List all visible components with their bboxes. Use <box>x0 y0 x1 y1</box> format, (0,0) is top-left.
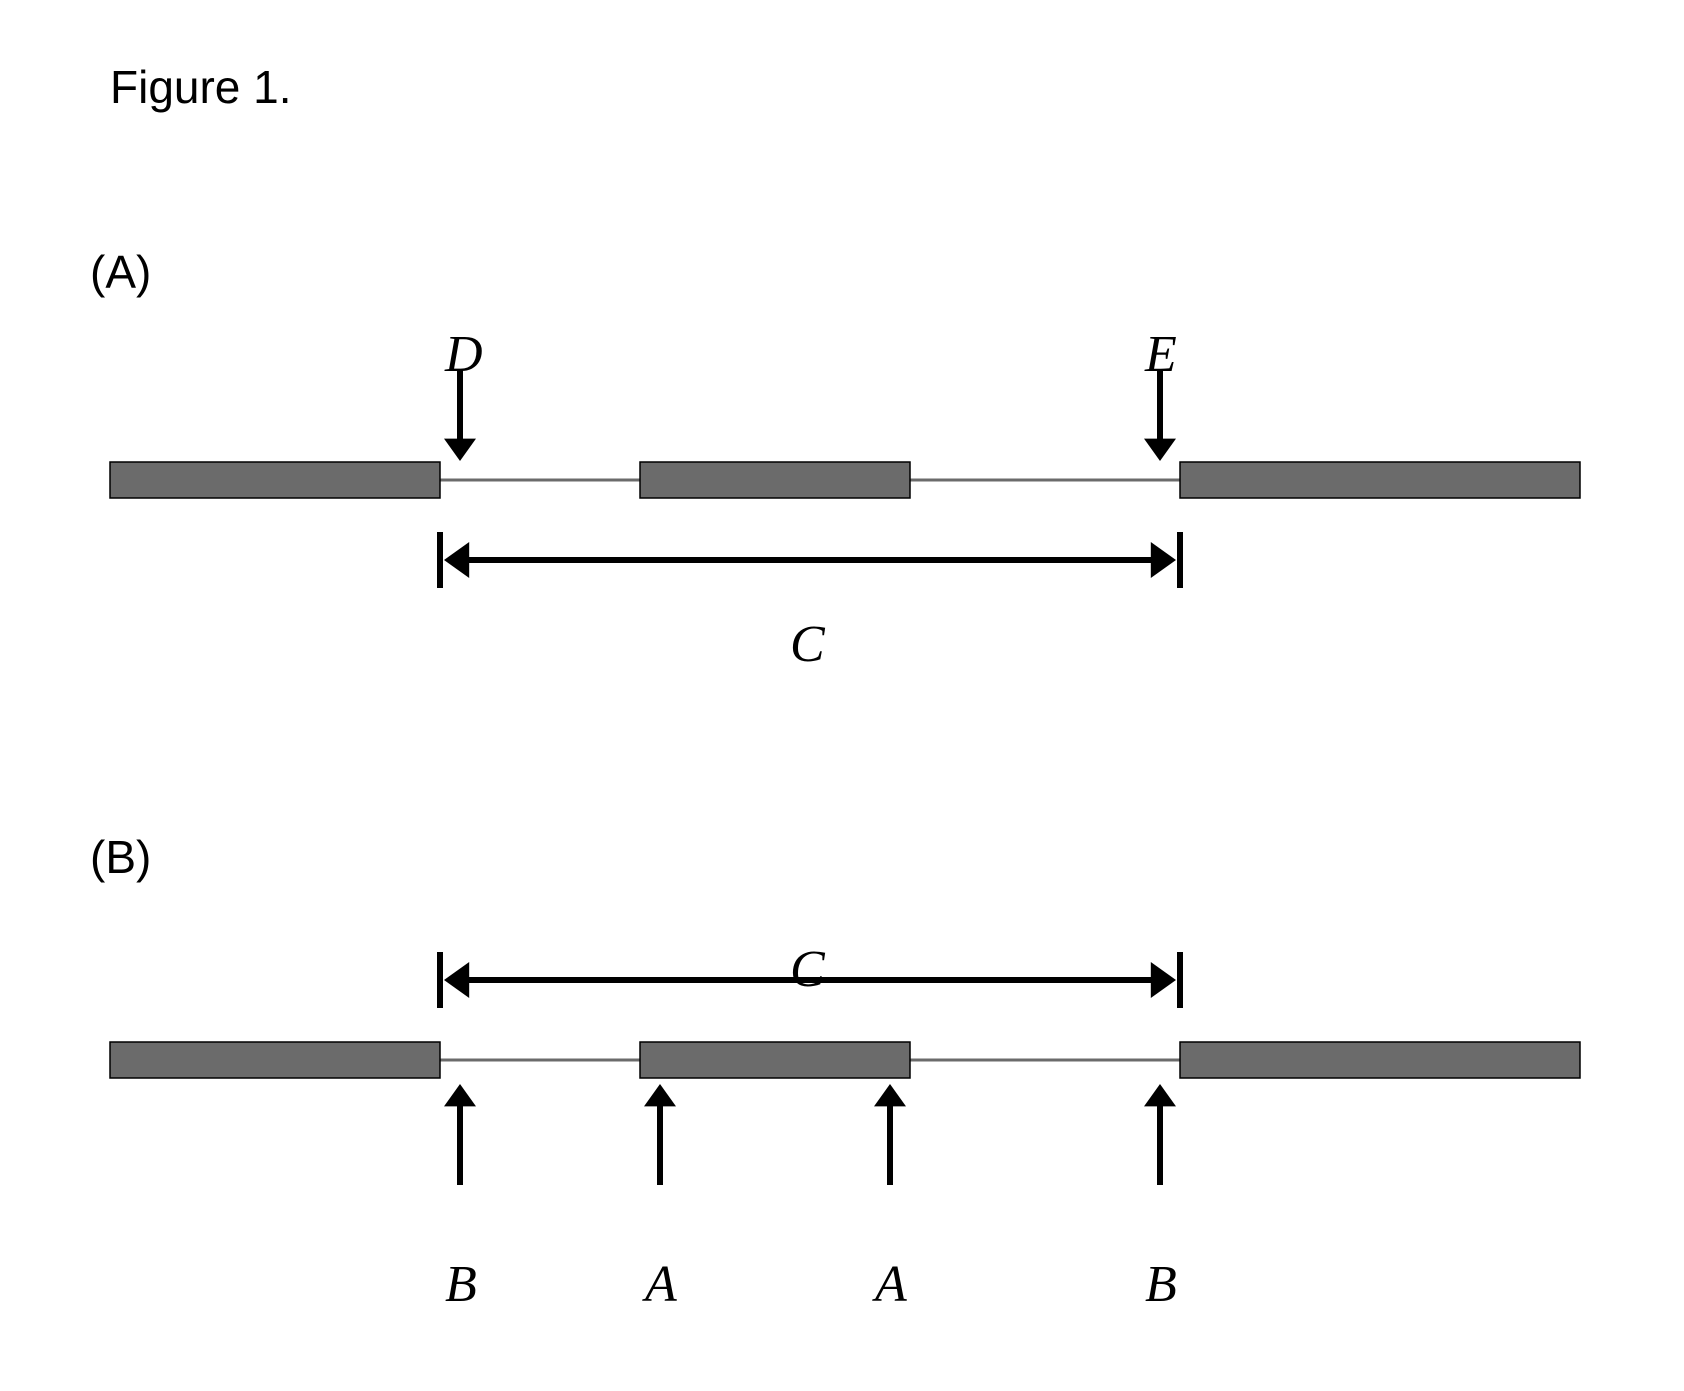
segment-bar <box>1180 462 1580 498</box>
arrowhead-icon <box>1144 1084 1176 1106</box>
arrowhead-icon <box>444 962 469 998</box>
arrowhead-icon <box>444 439 476 461</box>
segment-bar <box>1180 1042 1580 1078</box>
dimension-label: C <box>790 615 825 674</box>
segment-bar <box>110 462 440 498</box>
arrowhead-icon <box>874 1084 906 1106</box>
segment-bar <box>110 1042 440 1078</box>
pointer-label: A <box>645 1255 677 1314</box>
arrowhead-icon <box>444 542 469 578</box>
arrowhead-icon <box>1144 439 1176 461</box>
arrowhead-icon <box>644 1084 676 1106</box>
pointer-label: B <box>445 1255 477 1314</box>
arrowhead-icon <box>1151 542 1176 578</box>
arrowhead-icon <box>1151 962 1176 998</box>
segment-bar <box>640 1042 910 1078</box>
pointer-label: B <box>1145 1255 1177 1314</box>
arrowhead-icon <box>444 1084 476 1106</box>
pointer-label: D <box>445 325 483 384</box>
dimension-label: C <box>790 940 825 999</box>
figure-diagram <box>0 0 1684 1391</box>
pointer-label: E <box>1145 325 1177 384</box>
segment-bar <box>640 462 910 498</box>
pointer-label: A <box>875 1255 907 1314</box>
